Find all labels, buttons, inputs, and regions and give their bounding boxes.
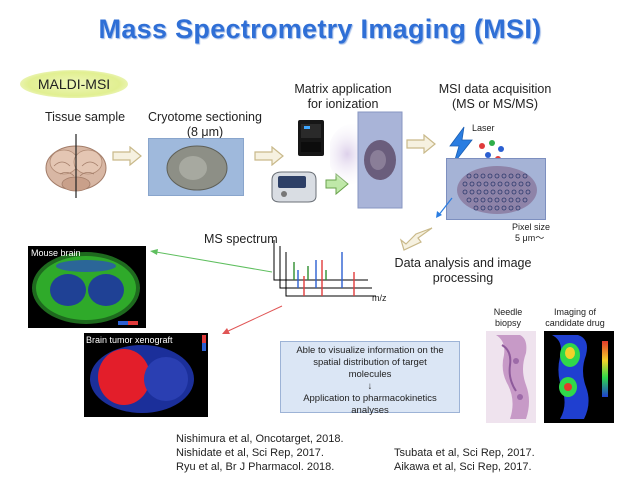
sprayer-icon — [298, 120, 324, 156]
flow-arrow-3 — [406, 134, 436, 154]
matrix-slide — [330, 111, 403, 209]
green-flow-arrow — [325, 172, 349, 196]
xenograft-panel: Brain tumor xenograft — [84, 333, 208, 417]
laser-label: Laser — [472, 123, 495, 133]
acquisition-label-line2: (MS or MS/MS) — [451, 97, 539, 111]
info-arrow: ↓ — [367, 381, 373, 392]
info-line-1: Able to visualize information on the — [296, 345, 444, 356]
info-line-2: spatial distribution of target — [313, 357, 427, 368]
analysis-label-line2: processing — [432, 271, 494, 285]
reference-3: Ryu et al, Br J Pharmacol. 2018. — [176, 461, 335, 473]
info-line-4: Application to pharmacokinetics — [303, 393, 437, 404]
drug-label-line1: Imaging of — [553, 307, 597, 317]
reference-1: Nishimura et al, Oncotarget, 2018. — [176, 433, 344, 445]
drug-label-line2: candidate drug — [545, 318, 605, 328]
acquisition-slide — [446, 158, 546, 220]
cryotome-label-line1: Cryotome sectioning — [148, 110, 262, 124]
acquisition-label-line1: MSI data acquisition — [438, 82, 552, 96]
xenograft-label: Brain tumor xenograft — [86, 335, 173, 345]
xenograft-image — [90, 335, 206, 413]
analysis-label-line1: Data analysis and image — [394, 256, 532, 270]
info-line-5: analyses — [351, 405, 389, 416]
needle-label-line1: Needle — [493, 307, 523, 317]
ms-spectrum-label: MS spectrum — [204, 232, 278, 246]
pixel-size-label-line1: Pixel size — [512, 222, 551, 232]
tissue-sample-label: Tissue sample — [44, 110, 126, 124]
reference-5: Aikawa et al, Sci Rep, 2017. — [394, 461, 532, 473]
info-line-3: molecules — [348, 369, 392, 380]
drug-imaging-image — [544, 331, 614, 423]
flow-arrow-2 — [254, 146, 284, 166]
matrix-label-line1: Matrix application — [294, 82, 392, 96]
spectrum-icon — [273, 240, 376, 297]
pixel-pointer — [436, 197, 453, 218]
red-result-arrow — [222, 305, 283, 334]
mouse-brain-label: Mouse brain — [31, 248, 81, 258]
needle-label-line2: biopsy — [494, 318, 521, 328]
mouse-brain-panel: Mouse brain — [28, 246, 146, 328]
mz-label: m/z — [372, 293, 387, 303]
flow-arrow-back — [399, 227, 433, 251]
matrix-label-line2: for ionization — [307, 97, 379, 111]
cryotome-label-line2: (8 μm) — [186, 125, 224, 139]
maldi-badge: MALDI-MSI — [20, 70, 128, 98]
needle-biopsy-image — [486, 331, 536, 423]
flow-arrow-1 — [112, 146, 142, 166]
tissue-section-icon — [166, 145, 228, 191]
info-box: Able to visualize information on the spa… — [280, 341, 460, 416]
spotter-icon — [271, 171, 317, 203]
page-title: Mass Spectrometry Imaging (MSI) — [98, 14, 542, 44]
sample-spot-grid — [457, 166, 537, 214]
reference-2: Nishidate et al, Sci Rep, 2017. — [176, 447, 324, 459]
mouse-brain-image — [32, 252, 140, 325]
pixel-size-label-line2: 5 μm〜 — [515, 233, 545, 243]
green-result-arrow — [150, 249, 273, 273]
cryotome-section-box — [148, 138, 244, 196]
brain-icon — [45, 134, 107, 198]
reference-4: Tsubata et al, Sci Rep, 2017. — [394, 447, 535, 459]
